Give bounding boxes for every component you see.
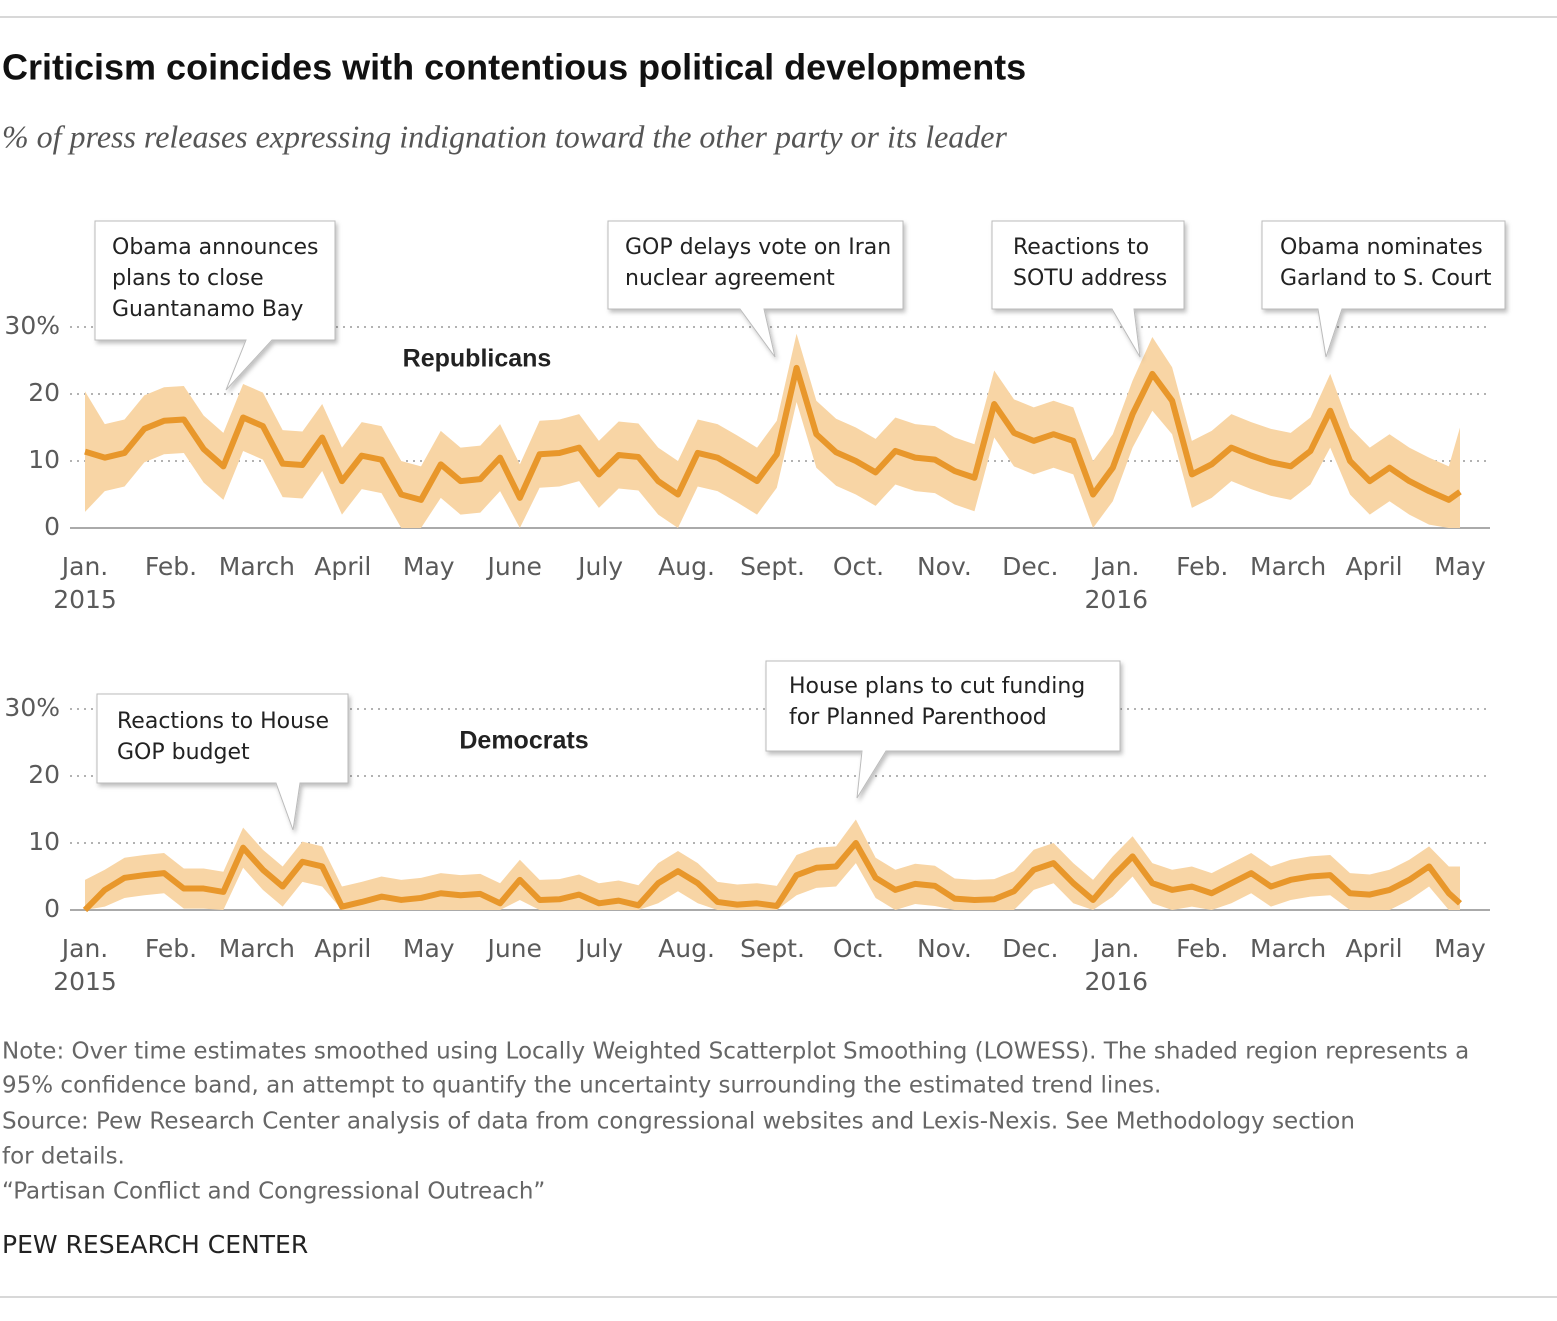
- x-tick-label: Dec.: [1002, 552, 1058, 581]
- annotation-box: [94, 220, 336, 391]
- x-tick-label: Jan.: [60, 934, 108, 963]
- chart-subtitle: % of press releases expressing indignati…: [2, 118, 1008, 154]
- annotation-text: Obama nominates: [1280, 235, 1483, 260]
- chart-title: Criticism coincides with contentious pol…: [2, 47, 1026, 88]
- annotation-box: [607, 220, 904, 358]
- y-tick-label: 20: [28, 760, 60, 789]
- x-tick-label: Nov.: [917, 552, 972, 581]
- brand: PEW RESEARCH CENTER: [2, 1230, 308, 1259]
- x-tick-label: Jan.: [60, 552, 108, 581]
- x-tick-label: March: [219, 552, 295, 581]
- x-tick-label: Oct.: [833, 552, 884, 581]
- annotation-text: plans to close: [112, 266, 264, 291]
- x-tick-label: April: [314, 934, 371, 963]
- y-tick-label: 0: [44, 512, 60, 541]
- annotation-box: [1261, 220, 1506, 358]
- x-tick-label: Dec.: [1002, 934, 1058, 963]
- annotation-text: for Planned Parenthood: [789, 705, 1047, 730]
- x-tick-label: Feb.: [1176, 552, 1228, 581]
- x-tick-label: June: [485, 934, 541, 963]
- x-tick-label: Jan.: [1091, 552, 1139, 581]
- x-tick-label: Jan.: [1091, 934, 1139, 963]
- x-tick-label: Aug.: [658, 552, 715, 581]
- x-tick-label: March: [1250, 934, 1326, 963]
- x-tick-label: March: [219, 934, 295, 963]
- annotation-text: GOP budget: [117, 740, 250, 765]
- report: “Partisan Conflict and Congressional Out…: [2, 1179, 545, 1205]
- annotation-text: Garland to S. Court: [1280, 266, 1492, 291]
- annotation-text: SOTU address: [1013, 266, 1167, 291]
- year-label: 2015: [53, 585, 117, 614]
- x-tick-label: Sept.: [740, 934, 805, 963]
- source: Source: Pew Research Center analysis of …: [2, 1109, 1355, 1135]
- x-tick-label: Feb.: [145, 934, 197, 963]
- x-tick-label: May: [403, 552, 455, 581]
- annotation-box: [765, 660, 1121, 799]
- annotation-text: nuclear agreement: [625, 266, 835, 291]
- x-tick-label: July: [576, 552, 623, 581]
- trend-line: [82, 840, 1463, 913]
- annotation-text: Obama announces: [112, 235, 318, 260]
- note: 95% confidence band, an attempt to quant…: [2, 1073, 1161, 1099]
- confidence-band: [85, 333, 1460, 528]
- x-tick-label: May: [403, 934, 455, 963]
- x-tick-label: April: [1345, 934, 1402, 963]
- y-tick-label: 30%: [4, 693, 60, 722]
- y-tick-label: 10: [28, 827, 60, 856]
- annotation-text: Reactions to: [1013, 235, 1149, 260]
- annotation-box: [96, 693, 349, 831]
- series-label: Republicans: [403, 345, 552, 373]
- annotation-text: Reactions to House: [117, 709, 329, 734]
- year-label: 2016: [1084, 585, 1148, 614]
- annotation-text: House plans to cut funding: [789, 674, 1085, 699]
- x-tick-label: April: [1345, 552, 1402, 581]
- annotation-text: GOP delays vote on Iran: [625, 235, 891, 260]
- x-tick-label: Sept.: [740, 552, 805, 581]
- x-tick-label: May: [1434, 552, 1486, 581]
- x-tick-label: Nov.: [917, 934, 972, 963]
- x-tick-label: Oct.: [833, 934, 884, 963]
- confidence-band: [85, 819, 1460, 910]
- annotation-box: [991, 220, 1185, 358]
- y-tick-label: 0: [44, 894, 60, 923]
- x-tick-label: April: [314, 552, 371, 581]
- x-tick-label: March: [1250, 552, 1326, 581]
- x-tick-label: Feb.: [1176, 934, 1228, 963]
- x-tick-label: June: [485, 552, 541, 581]
- note: Note: Over time estimates smoothed using…: [2, 1039, 1469, 1065]
- y-tick-label: 20: [28, 378, 60, 407]
- series-label: Democrats: [459, 727, 588, 755]
- annotation-text: Guantanamo Bay: [112, 297, 303, 322]
- year-label: 2016: [1084, 967, 1148, 996]
- source: for details.: [2, 1144, 125, 1170]
- y-tick-label: 10: [28, 445, 60, 474]
- trend-line: [84, 364, 1462, 503]
- x-tick-label: Aug.: [658, 934, 715, 963]
- y-tick-label: 30%: [4, 311, 60, 340]
- x-tick-label: July: [576, 934, 623, 963]
- x-tick-label: Feb.: [145, 552, 197, 581]
- x-tick-label: May: [1434, 934, 1486, 963]
- year-label: 2015: [53, 967, 117, 996]
